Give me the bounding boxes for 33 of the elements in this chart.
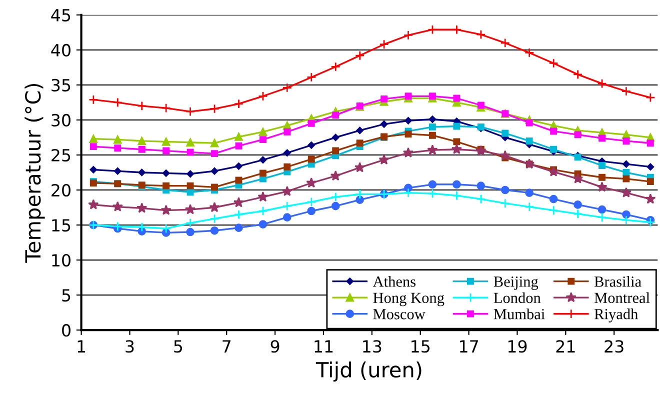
x-axis-title: Tijd (uren) bbox=[316, 361, 422, 382]
legend-label: Athens bbox=[372, 276, 416, 287]
y-tick-label: 25 bbox=[52, 148, 70, 162]
x-tick-label: 23 bbox=[604, 340, 624, 353]
legend-label: Mumbai bbox=[494, 308, 545, 320]
x-tick-label: 17 bbox=[460, 340, 478, 352]
y-tick-label: 15 bbox=[52, 219, 70, 232]
x-tick-label: 3 bbox=[126, 340, 134, 353]
x-tick-label: 1 bbox=[78, 340, 86, 352]
legend-label: Montreal bbox=[594, 292, 650, 304]
legend-label: Hong Kong bbox=[373, 292, 444, 306]
y-tick-label: 35 bbox=[52, 78, 70, 92]
x-tick-label: 19 bbox=[508, 340, 527, 353]
y-tick-label: 5 bbox=[62, 289, 70, 302]
legend-label: Brasilia bbox=[594, 276, 642, 287]
y-tick-label: 10 bbox=[52, 254, 70, 267]
x-tick-label: 7 bbox=[222, 340, 230, 352]
legend-label: Moscow bbox=[373, 309, 426, 320]
x-tick-label: 21 bbox=[556, 340, 575, 352]
y-tick-label: 40 bbox=[51, 44, 70, 56]
legend-label: Riyadh bbox=[594, 308, 638, 322]
x-tick-label: 13 bbox=[363, 340, 382, 353]
x-tick-label: 15 bbox=[412, 340, 430, 353]
x-tick-label: 11 bbox=[314, 340, 333, 352]
y-tick-label: 0 bbox=[62, 324, 70, 337]
y-tick-label: 20 bbox=[52, 184, 70, 197]
y-tick-label: 45 bbox=[51, 9, 70, 22]
legend-label: London bbox=[494, 292, 541, 304]
legend-label: Beijing bbox=[494, 276, 538, 290]
x-tick-label: 9 bbox=[270, 340, 280, 353]
y-axis-title: Temperatuur (°C) bbox=[24, 84, 45, 263]
y-tick-label: 30 bbox=[52, 114, 70, 127]
x-tick-label: 5 bbox=[174, 340, 182, 353]
